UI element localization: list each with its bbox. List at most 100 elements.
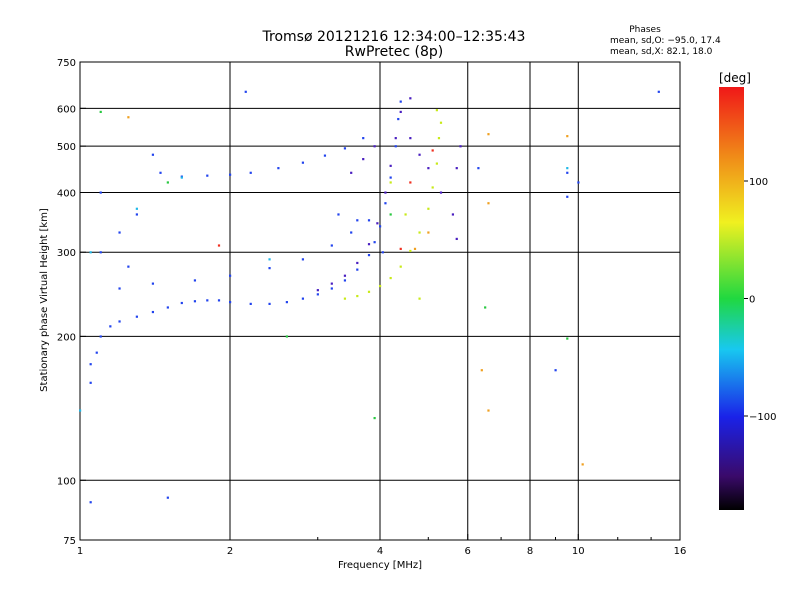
- data-point: [356, 219, 359, 222]
- data-point: [487, 133, 490, 136]
- data-point: [193, 279, 197, 282]
- data-point: [343, 297, 347, 300]
- data-point: [166, 181, 169, 184]
- data-point: [379, 225, 382, 228]
- data-point: [437, 137, 441, 140]
- data-point: [89, 363, 92, 366]
- data-point: [118, 287, 121, 290]
- data-point: [409, 249, 412, 253]
- data-point: [330, 282, 333, 285]
- data-point: [581, 463, 584, 466]
- data-point: [418, 297, 421, 300]
- data-point: [362, 137, 365, 140]
- data-point: [99, 191, 102, 194]
- x-axis-label: Frequency [MHz]: [338, 560, 422, 571]
- colorbar-tick-label: 0: [749, 295, 755, 306]
- data-point: [379, 284, 382, 288]
- data-point: [343, 274, 347, 277]
- y-axis-label: Stationary phase Virtual Height [km]: [39, 208, 50, 392]
- data-point: [109, 325, 112, 328]
- data-point: [459, 145, 462, 148]
- data-point: [399, 247, 402, 250]
- colorbar-unit-label: [deg]: [719, 71, 751, 85]
- data-point: [435, 162, 438, 165]
- data-point: [118, 231, 121, 234]
- data-point: [337, 213, 340, 216]
- y-tick-label: 750: [57, 58, 76, 69]
- data-point: [89, 251, 92, 254]
- phase-stats-o: mean, sd,O: −95.0, 17.4: [610, 36, 721, 46]
- data-point: [487, 202, 490, 205]
- data-point: [268, 302, 271, 305]
- data-point: [566, 337, 569, 340]
- x-tick-label: 2: [227, 546, 233, 557]
- data-point: [356, 268, 359, 271]
- data-point: [431, 149, 434, 152]
- data-point: [166, 306, 169, 309]
- data-point: [484, 306, 487, 309]
- data-point: [480, 369, 483, 372]
- data-point: [118, 320, 121, 323]
- data-point: [367, 219, 371, 222]
- data-point: [566, 135, 569, 138]
- plot-area: 1 2 4 6 8 10 16 75 100 200 300 400 500 600 750: [57, 58, 686, 557]
- data-point: [451, 213, 455, 216]
- data-point: [127, 116, 130, 119]
- data-point: [577, 181, 580, 184]
- data-point: [554, 369, 557, 372]
- y-tick-label: 600: [57, 104, 76, 115]
- x-tick-label: 4: [377, 546, 383, 557]
- data-point: [316, 293, 319, 296]
- data-point: [376, 222, 379, 225]
- data-point: [418, 231, 421, 234]
- data-point: [206, 299, 209, 302]
- data-point: [373, 416, 376, 420]
- data-point: [151, 153, 155, 156]
- data-point: [389, 181, 392, 184]
- data-point: [301, 258, 305, 261]
- data-point: [384, 191, 387, 194]
- x-tick-label: 16: [674, 546, 687, 557]
- data-point: [566, 171, 569, 174]
- data-point: [217, 244, 221, 247]
- chart-subtitle: RwPretec (8p): [345, 44, 443, 60]
- y-tick-label: 400: [57, 188, 76, 199]
- data-point: [135, 207, 138, 210]
- data-point: [356, 294, 359, 298]
- x-tick-label: 6: [465, 546, 471, 557]
- data-point: [455, 167, 458, 170]
- data-point: [399, 265, 402, 268]
- y-tick-label: 75: [63, 536, 76, 547]
- x-tick-label: 1: [77, 546, 83, 557]
- data-point: [229, 274, 232, 277]
- x-axis-ticks: 1 2 4 6 8 10 16: [77, 534, 687, 557]
- data-point: [389, 164, 392, 167]
- data-point: [229, 173, 232, 176]
- data-point: [249, 302, 252, 305]
- data-point: [343, 147, 347, 150]
- chart-title: Tromsø 20121216 12:34:00–12:35:43: [262, 29, 526, 45]
- y-tick-label: 300: [57, 248, 76, 259]
- phase-stats-x: mean, sd,X: 82.1, 18.0: [610, 47, 713, 57]
- data-point: [397, 117, 400, 121]
- data-point: [409, 97, 412, 100]
- data-point: [244, 90, 247, 93]
- data-point: [151, 282, 155, 285]
- data-point: [487, 409, 490, 412]
- phase-stats-title: Phases: [629, 25, 661, 35]
- data-point: [362, 158, 365, 161]
- data-point: [389, 213, 392, 216]
- data-point: [399, 110, 402, 114]
- data-point: [301, 297, 305, 300]
- x-tick-label: 10: [572, 546, 585, 557]
- colorbar: [deg] 100 0 −100: [719, 71, 776, 510]
- data-point: [249, 171, 252, 174]
- data-point: [373, 241, 376, 244]
- data-point: [409, 181, 412, 184]
- data-point: [135, 213, 138, 216]
- data-point: [413, 247, 417, 250]
- x-tick-label: 8: [527, 546, 533, 557]
- data-point: [367, 243, 371, 246]
- colorbar-gradient: [719, 87, 744, 510]
